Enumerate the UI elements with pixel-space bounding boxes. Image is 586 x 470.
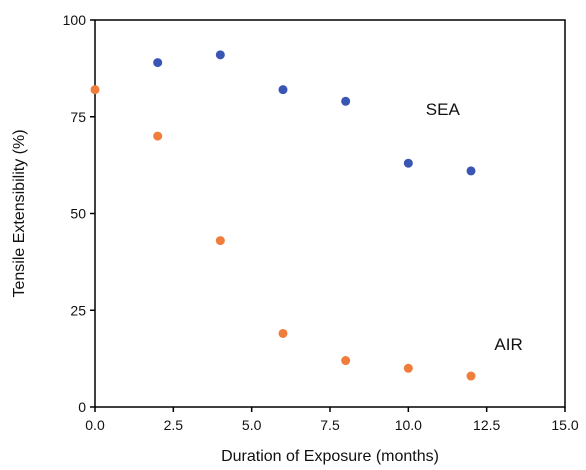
sea-data-point (466, 166, 476, 176)
y-tick-label: 25 (70, 302, 86, 318)
sea-data-point (278, 85, 288, 95)
y-tick-label: 75 (70, 109, 86, 125)
air-series-label: AIR (494, 335, 522, 354)
y-axis-label: Tensile Extensibility (%) (11, 129, 28, 297)
plot-frame (94, 19, 566, 408)
series-annotations: SEA AIR (426, 100, 523, 354)
air-data-point (90, 85, 100, 95)
air-data-point (341, 356, 351, 366)
sea-data-point (153, 58, 163, 68)
sea-data-point (403, 158, 413, 168)
air-data-point (403, 363, 413, 373)
x-axis-label: Duration of Exposure (months) (221, 448, 439, 465)
x-tick-label: 12.5 (473, 417, 500, 433)
sea-data-point (215, 50, 225, 60)
x-tick-label: 10.0 (395, 417, 422, 433)
y-tick-label: 0 (78, 399, 86, 415)
air-data-point (278, 328, 288, 338)
sea-data-point (341, 96, 351, 106)
y-tick-label: 100 (63, 12, 87, 28)
x-axis-ticks: 0.0 2.5 5.0 7.5 10.0 12.5 15.0 (85, 407, 579, 433)
x-tick-label: 15.0 (551, 417, 578, 433)
sea-series-label: SEA (426, 100, 461, 119)
air-data-point (153, 131, 163, 141)
air-data-point (466, 371, 476, 381)
y-axis-ticks: 0 25 50 75 100 (63, 12, 95, 415)
x-tick-label: 2.5 (164, 417, 184, 433)
data-points (90, 50, 476, 381)
x-tick-label: 0.0 (85, 417, 105, 433)
y-tick-label: 50 (70, 206, 86, 222)
x-tick-label: 5.0 (242, 417, 262, 433)
x-tick-label: 7.5 (320, 417, 340, 433)
air-data-point (215, 236, 225, 246)
